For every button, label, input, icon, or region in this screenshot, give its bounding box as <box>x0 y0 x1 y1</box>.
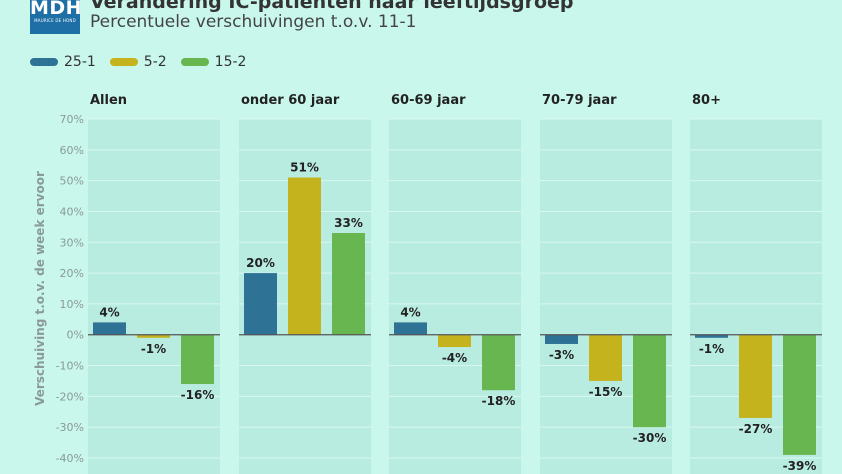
y-axis-title: Verschuiving t.o.v. de week ervoor <box>33 171 47 406</box>
bar <box>783 334 816 455</box>
facet-label: 80+ <box>692 93 721 108</box>
data-label: -30% <box>633 431 667 445</box>
y-tick-label: 20% <box>60 267 84 280</box>
y-tick-label: 70% <box>60 113 84 126</box>
y-tick-label: 30% <box>60 236 84 249</box>
data-label: -3% <box>549 348 574 362</box>
data-label: -16% <box>181 388 215 402</box>
bar <box>482 334 515 391</box>
data-label: -15% <box>589 385 623 399</box>
y-tick-label: 40% <box>60 205 84 218</box>
y-tick-label: 10% <box>60 298 84 311</box>
y-tick-label: -40% <box>56 452 84 465</box>
bar <box>695 334 728 338</box>
brand-logo: MDH MAURICE DE HOND <box>30 0 83 34</box>
y-tick-label: 0% <box>67 329 84 342</box>
y-tick-label: 50% <box>60 175 84 188</box>
bar <box>244 273 277 335</box>
bar <box>545 334 578 344</box>
legend-swatch-25-1 <box>30 58 58 66</box>
y-tick-label: 60% <box>60 144 84 157</box>
data-label: -39% <box>783 459 817 473</box>
legend-swatch-15-2 <box>180 58 209 66</box>
legend-label-15-2: 15-2 <box>214 54 247 70</box>
facet-label: onder 60 jaar <box>241 93 340 108</box>
facet-panel <box>88 119 220 474</box>
bar <box>181 334 214 385</box>
bar <box>288 177 321 335</box>
legend-item-5-2: 5-2 <box>109 54 167 70</box>
legend-item-15-2: 15-2 <box>180 54 247 70</box>
data-label: 20% <box>246 256 275 270</box>
data-label: -18% <box>482 394 516 408</box>
data-label: 4% <box>99 305 119 319</box>
legend-swatch-5-2 <box>109 58 138 66</box>
legend-item-25-1: 25-1 <box>30 54 96 70</box>
data-label: 51% <box>290 161 319 175</box>
facet-label: 60-69 jaar <box>391 93 466 108</box>
data-label: -4% <box>442 351 467 365</box>
legend-label-25-1: 25-1 <box>64 54 96 70</box>
facet-label: 70-79 jaar <box>542 93 617 108</box>
data-label: 33% <box>334 216 363 230</box>
chart-title: Verandering IC-patiënten naar leeftijdsg… <box>90 0 574 13</box>
y-tick-label: -20% <box>56 390 84 403</box>
chart-legend: 25-1 5-2 15-2 <box>30 54 260 70</box>
chart-subtitle: Percentuele verschuivingen t.o.v. 11-1 <box>90 12 417 32</box>
bar <box>332 233 365 335</box>
logo-text: MDH <box>30 0 83 19</box>
bar <box>137 334 170 338</box>
bar <box>633 334 666 428</box>
facet-label: Allen <box>90 93 127 108</box>
data-label: -1% <box>699 342 724 356</box>
bar <box>739 334 772 418</box>
y-tick-label: -10% <box>56 360 84 373</box>
bar <box>438 334 471 348</box>
bar <box>93 322 126 335</box>
data-label: -27% <box>739 422 773 436</box>
facet-panel <box>389 119 521 474</box>
data-label: 4% <box>400 305 420 319</box>
y-tick-label: -30% <box>56 421 84 434</box>
bar <box>589 334 622 381</box>
data-label: -1% <box>141 342 166 356</box>
bar <box>394 322 427 335</box>
logo-subtext: MAURICE DE HOND <box>34 18 76 23</box>
legend-label-5-2: 5-2 <box>143 54 167 70</box>
